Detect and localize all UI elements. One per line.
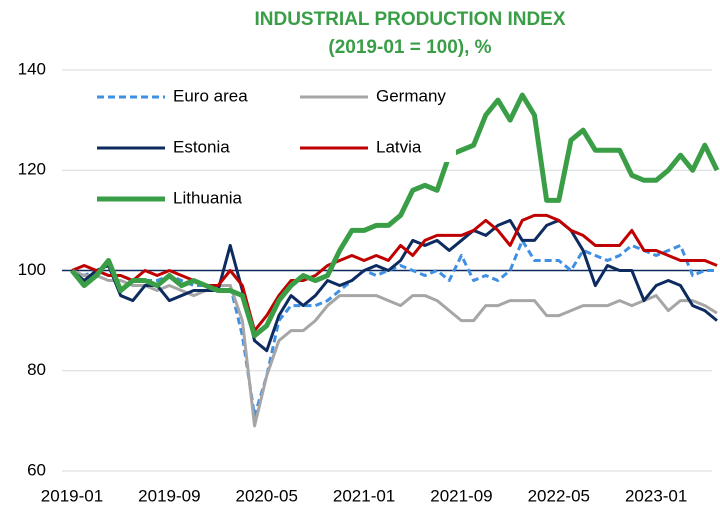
legend-label: Estonia bbox=[173, 137, 230, 156]
legend-label: Lithuania bbox=[173, 188, 243, 207]
series-line bbox=[71, 238, 717, 418]
y-tick-label: 100 bbox=[18, 260, 46, 279]
series-line bbox=[70, 92, 720, 339]
x-tick-label: 2021-01 bbox=[333, 486, 395, 505]
series-line bbox=[71, 218, 718, 353]
y-tick-label: 140 bbox=[18, 59, 46, 78]
chart-subtitle: (2019-01 = 100), % bbox=[328, 37, 491, 58]
series-line bbox=[71, 213, 718, 333]
x-tick-label: 2019-01 bbox=[41, 486, 103, 505]
series-line bbox=[71, 269, 718, 428]
y-tick-label: 60 bbox=[27, 460, 46, 479]
x-tick-label: 2022-05 bbox=[528, 486, 590, 505]
x-tick-label: 2021-09 bbox=[430, 486, 492, 505]
legend-label: Euro area bbox=[173, 86, 248, 105]
legend-label: Germany bbox=[376, 86, 446, 105]
x-tick-label: 2023-01 bbox=[625, 486, 687, 505]
y-tick-label: 80 bbox=[27, 360, 46, 379]
legend-label: Latvia bbox=[376, 137, 422, 156]
chart-title: INDUSTRIAL PRODUCTION INDEX bbox=[254, 9, 565, 30]
y-tick-label: 120 bbox=[18, 160, 46, 179]
x-tick-label: 2020-05 bbox=[236, 486, 298, 505]
x-tick-label: 2019-09 bbox=[138, 486, 200, 505]
